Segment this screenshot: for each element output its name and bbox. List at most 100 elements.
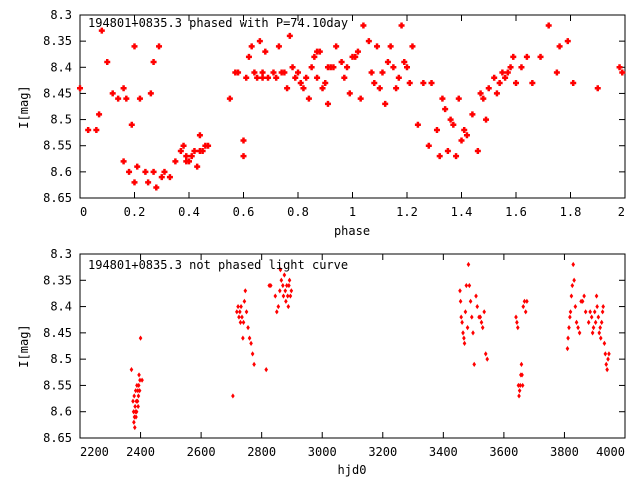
data-point (237, 314, 241, 320)
data-point (510, 53, 517, 60)
data-point (607, 351, 611, 357)
data-point (553, 69, 560, 76)
chart-title: 194801+0835.3 not phased light curve (88, 258, 348, 272)
data-point (376, 85, 383, 92)
data-point (284, 298, 288, 304)
data-point (249, 340, 253, 346)
data-point (120, 158, 127, 165)
data-point (275, 309, 279, 315)
data-point (279, 277, 284, 283)
data-point (491, 74, 498, 81)
data-point (517, 393, 521, 399)
data-point (589, 314, 594, 320)
data-point (461, 330, 465, 336)
data-point (177, 147, 184, 154)
data-point (601, 303, 605, 310)
data-point (226, 95, 233, 102)
data-point (545, 22, 552, 29)
data-point (288, 293, 293, 299)
data-point (478, 314, 483, 320)
data-point (482, 309, 487, 315)
data-point (368, 69, 375, 76)
y-tick-label: 8.45 (43, 326, 72, 340)
data-point (285, 293, 290, 299)
data-point (420, 79, 427, 86)
data-point (395, 74, 402, 81)
x-tick-label: 0.4 (178, 205, 200, 219)
x-tick-label: 3600 (489, 445, 518, 459)
data-point (455, 95, 462, 102)
data-point (245, 53, 252, 60)
data-point (371, 79, 378, 86)
y-tick-label: 8.6 (50, 165, 72, 179)
data-point (126, 168, 133, 175)
data-point (572, 277, 576, 283)
data-point (131, 43, 138, 50)
data-point (471, 330, 475, 336)
data-point (338, 59, 345, 66)
data-point (556, 43, 563, 50)
axis-ticks (79, 253, 626, 439)
data-point (172, 158, 179, 165)
data-point (475, 303, 480, 310)
data-point (147, 90, 154, 97)
data-point (576, 325, 580, 331)
data-point (239, 303, 243, 310)
data-point (183, 153, 190, 160)
data-point (436, 153, 443, 160)
data-point (598, 325, 602, 331)
data-point (150, 59, 157, 66)
data-point (520, 372, 524, 378)
data-point (606, 356, 610, 362)
data-point (243, 74, 250, 81)
data-point (136, 393, 141, 399)
data-point (485, 356, 490, 362)
x-tick-label: 1.4 (451, 205, 473, 219)
data-point (595, 303, 599, 310)
unphased-light-curve-chart: 8.3 8.35 8.4 8.45 8.5 8.55 8.6 8.65 2200 2400 260… (17, 247, 626, 477)
data-point (464, 282, 469, 289)
data-point (284, 85, 291, 92)
data-point (360, 22, 367, 29)
data-point (123, 95, 130, 102)
data-point (496, 79, 503, 86)
x-tick-label: 3200 (368, 445, 397, 459)
data-point (142, 168, 149, 175)
data-point (577, 330, 582, 336)
data-point (605, 367, 609, 373)
data-point (238, 309, 242, 315)
data-point (404, 64, 410, 71)
data-point (569, 293, 574, 299)
x-tick-label: 3800 (550, 445, 579, 459)
data-point (502, 74, 509, 81)
data-point (493, 90, 500, 97)
data-point (131, 409, 136, 415)
data-point (324, 100, 331, 107)
data-point (259, 69, 266, 76)
data-point (166, 174, 173, 181)
data-point (568, 309, 573, 315)
data-point (433, 127, 440, 134)
data-point (238, 319, 243, 325)
data-point (231, 393, 235, 399)
data-point (196, 132, 203, 139)
data-point (580, 298, 585, 304)
data-point (120, 85, 127, 92)
data-point (514, 314, 518, 320)
x-tick-label: 0.6 (233, 205, 255, 219)
data-point (570, 282, 575, 289)
data-point (286, 32, 293, 39)
data-point (308, 64, 315, 71)
data-point (346, 90, 353, 97)
x-tick-label: 2600 (187, 445, 216, 459)
data-point (242, 298, 247, 304)
data-point (479, 319, 484, 325)
data-point (513, 79, 519, 86)
data-point (132, 393, 136, 399)
data-point (134, 163, 141, 170)
data-point (568, 314, 572, 320)
data-point (135, 398, 140, 404)
data-point (282, 272, 287, 278)
y-tick-label: 8.65 (43, 431, 72, 445)
data-point (254, 74, 261, 81)
